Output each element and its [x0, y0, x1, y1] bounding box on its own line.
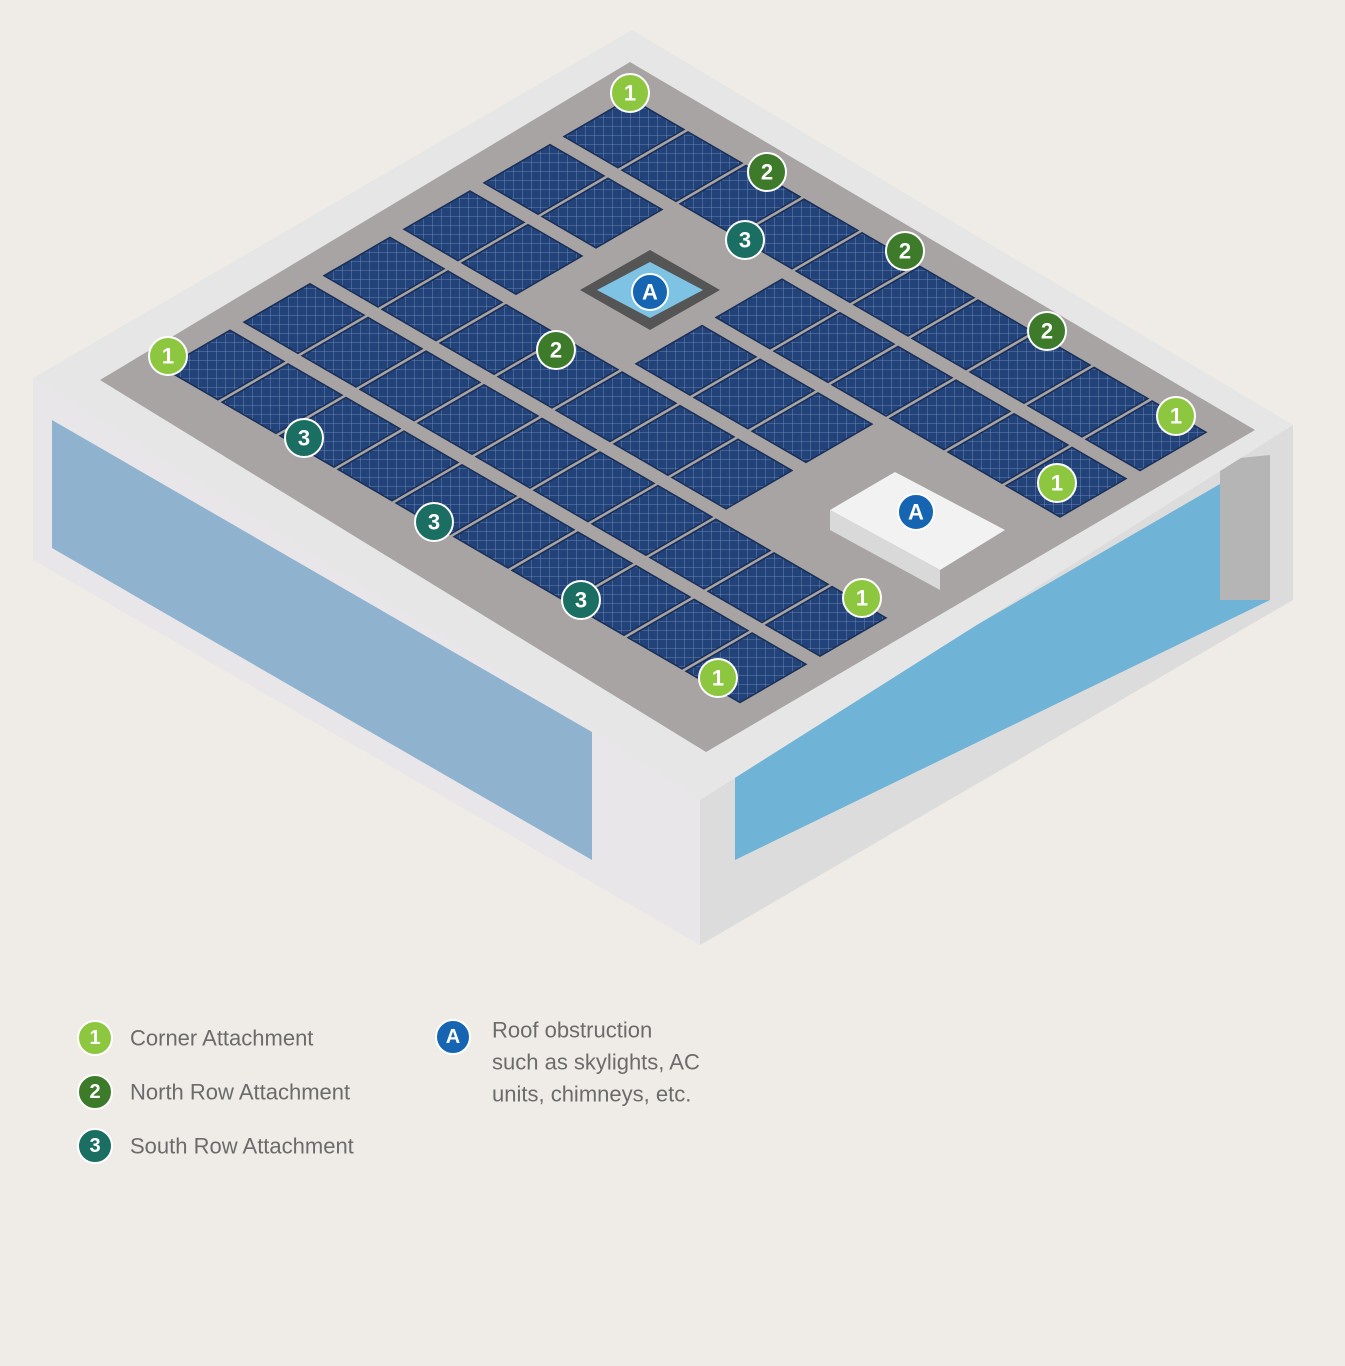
solar-panel	[554, 371, 678, 443]
badge-label: 3	[739, 228, 751, 253]
badge-label: 1	[712, 666, 724, 691]
solar-panel	[852, 265, 976, 337]
right-opening	[1220, 455, 1270, 600]
ac-side	[830, 510, 940, 590]
badge-label: 1	[1170, 404, 1182, 429]
badge-label: 2	[899, 239, 911, 264]
badge	[435, 1019, 471, 1055]
badge	[414, 502, 454, 542]
badge	[1027, 311, 1067, 351]
badge-label: 3	[575, 588, 587, 613]
solar-panel	[590, 484, 714, 557]
solar-panel	[968, 332, 1092, 405]
solar-panel	[402, 190, 526, 262]
solar-panel	[220, 362, 344, 435]
solar-panel	[540, 177, 664, 249]
solar-panel	[750, 391, 874, 464]
badge-label: 2	[761, 160, 773, 185]
badge	[77, 1020, 113, 1056]
left-windows	[52, 420, 592, 860]
badge	[725, 220, 765, 260]
badge-label: A	[642, 280, 658, 305]
badge	[284, 418, 324, 458]
badge	[77, 1128, 113, 1164]
badge-label: 3	[298, 426, 310, 451]
legend-label: such as skylights, AC	[492, 1050, 700, 1075]
solar-panel	[648, 518, 772, 590]
solar-panel	[888, 379, 1012, 451]
solar-panel	[460, 223, 584, 296]
solar-panel	[322, 236, 446, 308]
solar-panel	[358, 350, 482, 422]
solar-panel	[416, 383, 540, 456]
solar-panel	[830, 345, 954, 417]
badge-label: 1	[89, 1027, 100, 1049]
legend-label: North Row Attachment	[130, 1080, 350, 1105]
badge	[885, 231, 925, 271]
badge	[842, 578, 882, 618]
badge	[610, 73, 650, 113]
solar-panel	[300, 316, 424, 388]
badge	[561, 580, 601, 620]
badge	[897, 493, 935, 531]
legend-label: South Row Attachment	[130, 1134, 354, 1159]
badges: 1 1 1 1 1 1 2 2 2 2 3 3 3 3 A A	[148, 73, 1196, 698]
solar-panel	[438, 303, 562, 376]
solar-panel	[714, 278, 838, 350]
solar-panel	[772, 311, 896, 384]
legend-label: Corner Attachment	[130, 1026, 313, 1051]
solar-panel	[692, 358, 816, 430]
solar-panel	[670, 438, 794, 510]
badge-label: 3	[428, 510, 440, 535]
badge	[148, 336, 188, 376]
badge	[631, 273, 669, 311]
badge-label: 2	[89, 1081, 100, 1103]
solar-panel	[946, 412, 1070, 485]
solar-panel	[482, 143, 606, 216]
solar-panel	[736, 198, 860, 270]
badge-label: 2	[550, 338, 562, 363]
solar-panel	[634, 324, 758, 397]
legend-label: Roof obstruction	[492, 1018, 652, 1043]
solar-panel	[1026, 366, 1150, 438]
badge-label: 1	[162, 344, 174, 369]
solar-panel	[380, 270, 504, 342]
badge	[1156, 396, 1196, 436]
solar-panel	[612, 404, 736, 477]
solar-panel	[452, 497, 576, 569]
solar-panel	[532, 451, 656, 523]
badge-label: 1	[624, 81, 636, 106]
solar-panel	[626, 598, 750, 670]
solar-panel	[706, 552, 830, 624]
solar-panel	[910, 299, 1034, 371]
badge	[77, 1074, 113, 1110]
badge	[1037, 463, 1077, 503]
badge-label: A	[446, 1026, 460, 1048]
solar-panel	[474, 417, 598, 489]
legend-label: units, chimneys, etc.	[492, 1082, 691, 1107]
badge-label: A	[908, 500, 924, 525]
badge	[747, 152, 787, 192]
badge-label: 3	[89, 1135, 100, 1157]
badge	[698, 658, 738, 698]
right-glass	[735, 455, 1270, 860]
badge-label: 2	[1041, 319, 1053, 344]
solar-panel	[242, 282, 366, 355]
badge-label: 1	[856, 586, 868, 611]
badge	[536, 330, 576, 370]
solar-panel	[620, 130, 744, 203]
legend: 1 Corner Attachment 2 North Row Attachment 3…	[77, 1018, 700, 1164]
solar-panel	[336, 430, 460, 502]
solar-panel	[496, 337, 620, 409]
solar-panel	[562, 97, 686, 169]
badge-label: 1	[1051, 471, 1063, 496]
